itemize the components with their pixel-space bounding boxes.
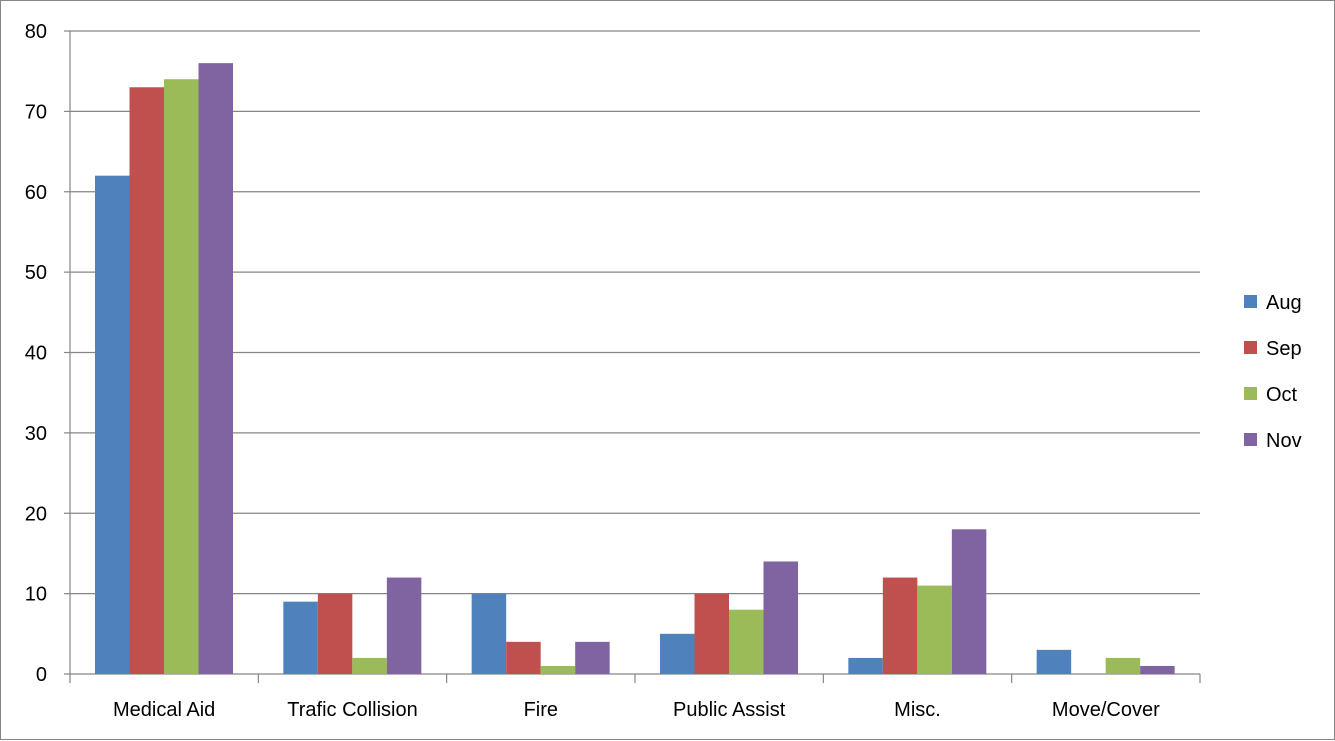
bar-nov-2 xyxy=(575,641,610,674)
bar-oct-4 xyxy=(917,585,952,674)
bar-oct-1 xyxy=(352,657,387,674)
x-tick-label: Medical Aid xyxy=(113,699,215,721)
gridlines xyxy=(70,30,1200,595)
bar-aug-0 xyxy=(95,175,130,675)
y-tick-label: 80 xyxy=(25,21,47,43)
y-tick-label: 40 xyxy=(25,343,47,365)
bar-nov-0 xyxy=(198,63,233,674)
x-tick-label: Move/Cover xyxy=(1052,699,1160,721)
legend-label-oct: Oct xyxy=(1266,384,1298,406)
legend-swatch-nov xyxy=(1244,433,1257,446)
x-tick-label: Trafic Collision xyxy=(287,699,417,721)
y-tick-label: 70 xyxy=(25,101,47,123)
legend-swatch-oct xyxy=(1244,387,1257,400)
bar-sep-0 xyxy=(129,87,164,674)
x-tick-label: Misc. xyxy=(894,699,941,721)
bar-nov-1 xyxy=(386,577,422,674)
axes xyxy=(64,30,1201,683)
legend-swatch-aug xyxy=(1244,295,1257,308)
bar-aug-2 xyxy=(471,593,507,674)
legend-label-aug: Aug xyxy=(1266,292,1302,314)
x-tick-label: Fire xyxy=(524,699,558,721)
y-tick-label: 0 xyxy=(36,664,47,686)
y-tick-label: 50 xyxy=(25,262,47,284)
bar-sep-2 xyxy=(506,641,541,674)
legend: Aug Sep Oct Nov xyxy=(1244,292,1302,452)
y-tick-label: 60 xyxy=(25,182,47,204)
bar-oct-5 xyxy=(1105,657,1141,674)
bar-oct-2 xyxy=(540,665,576,674)
y-tick-label: 30 xyxy=(25,423,47,445)
bar-aug-5 xyxy=(1036,649,1072,674)
bar-oct-0 xyxy=(164,79,199,675)
bar-aug-1 xyxy=(283,601,318,674)
y-tick-label: 10 xyxy=(25,584,47,606)
bar-sep-4 xyxy=(882,577,918,674)
legend-swatch-sep xyxy=(1244,341,1257,354)
bar-oct-3 xyxy=(729,609,764,674)
bar-aug-3 xyxy=(660,633,695,674)
bars xyxy=(95,63,1175,675)
x-tick-label: Public Assist xyxy=(673,699,786,721)
bar-nov-5 xyxy=(1140,665,1175,674)
legend-label-sep: Sep xyxy=(1266,338,1302,360)
tick-labels: 0 10 20 30 40 50 60 70 80 Medical Aid Trafic Colli… xyxy=(25,21,1160,721)
bar-nov-3 xyxy=(763,561,798,674)
bar-nov-4 xyxy=(951,529,987,674)
bar-sep-3 xyxy=(694,593,729,674)
bar-sep-1 xyxy=(317,593,353,674)
bar-aug-4 xyxy=(848,657,883,674)
legend-label-nov: Nov xyxy=(1266,430,1302,452)
y-tick-label: 20 xyxy=(25,503,47,525)
